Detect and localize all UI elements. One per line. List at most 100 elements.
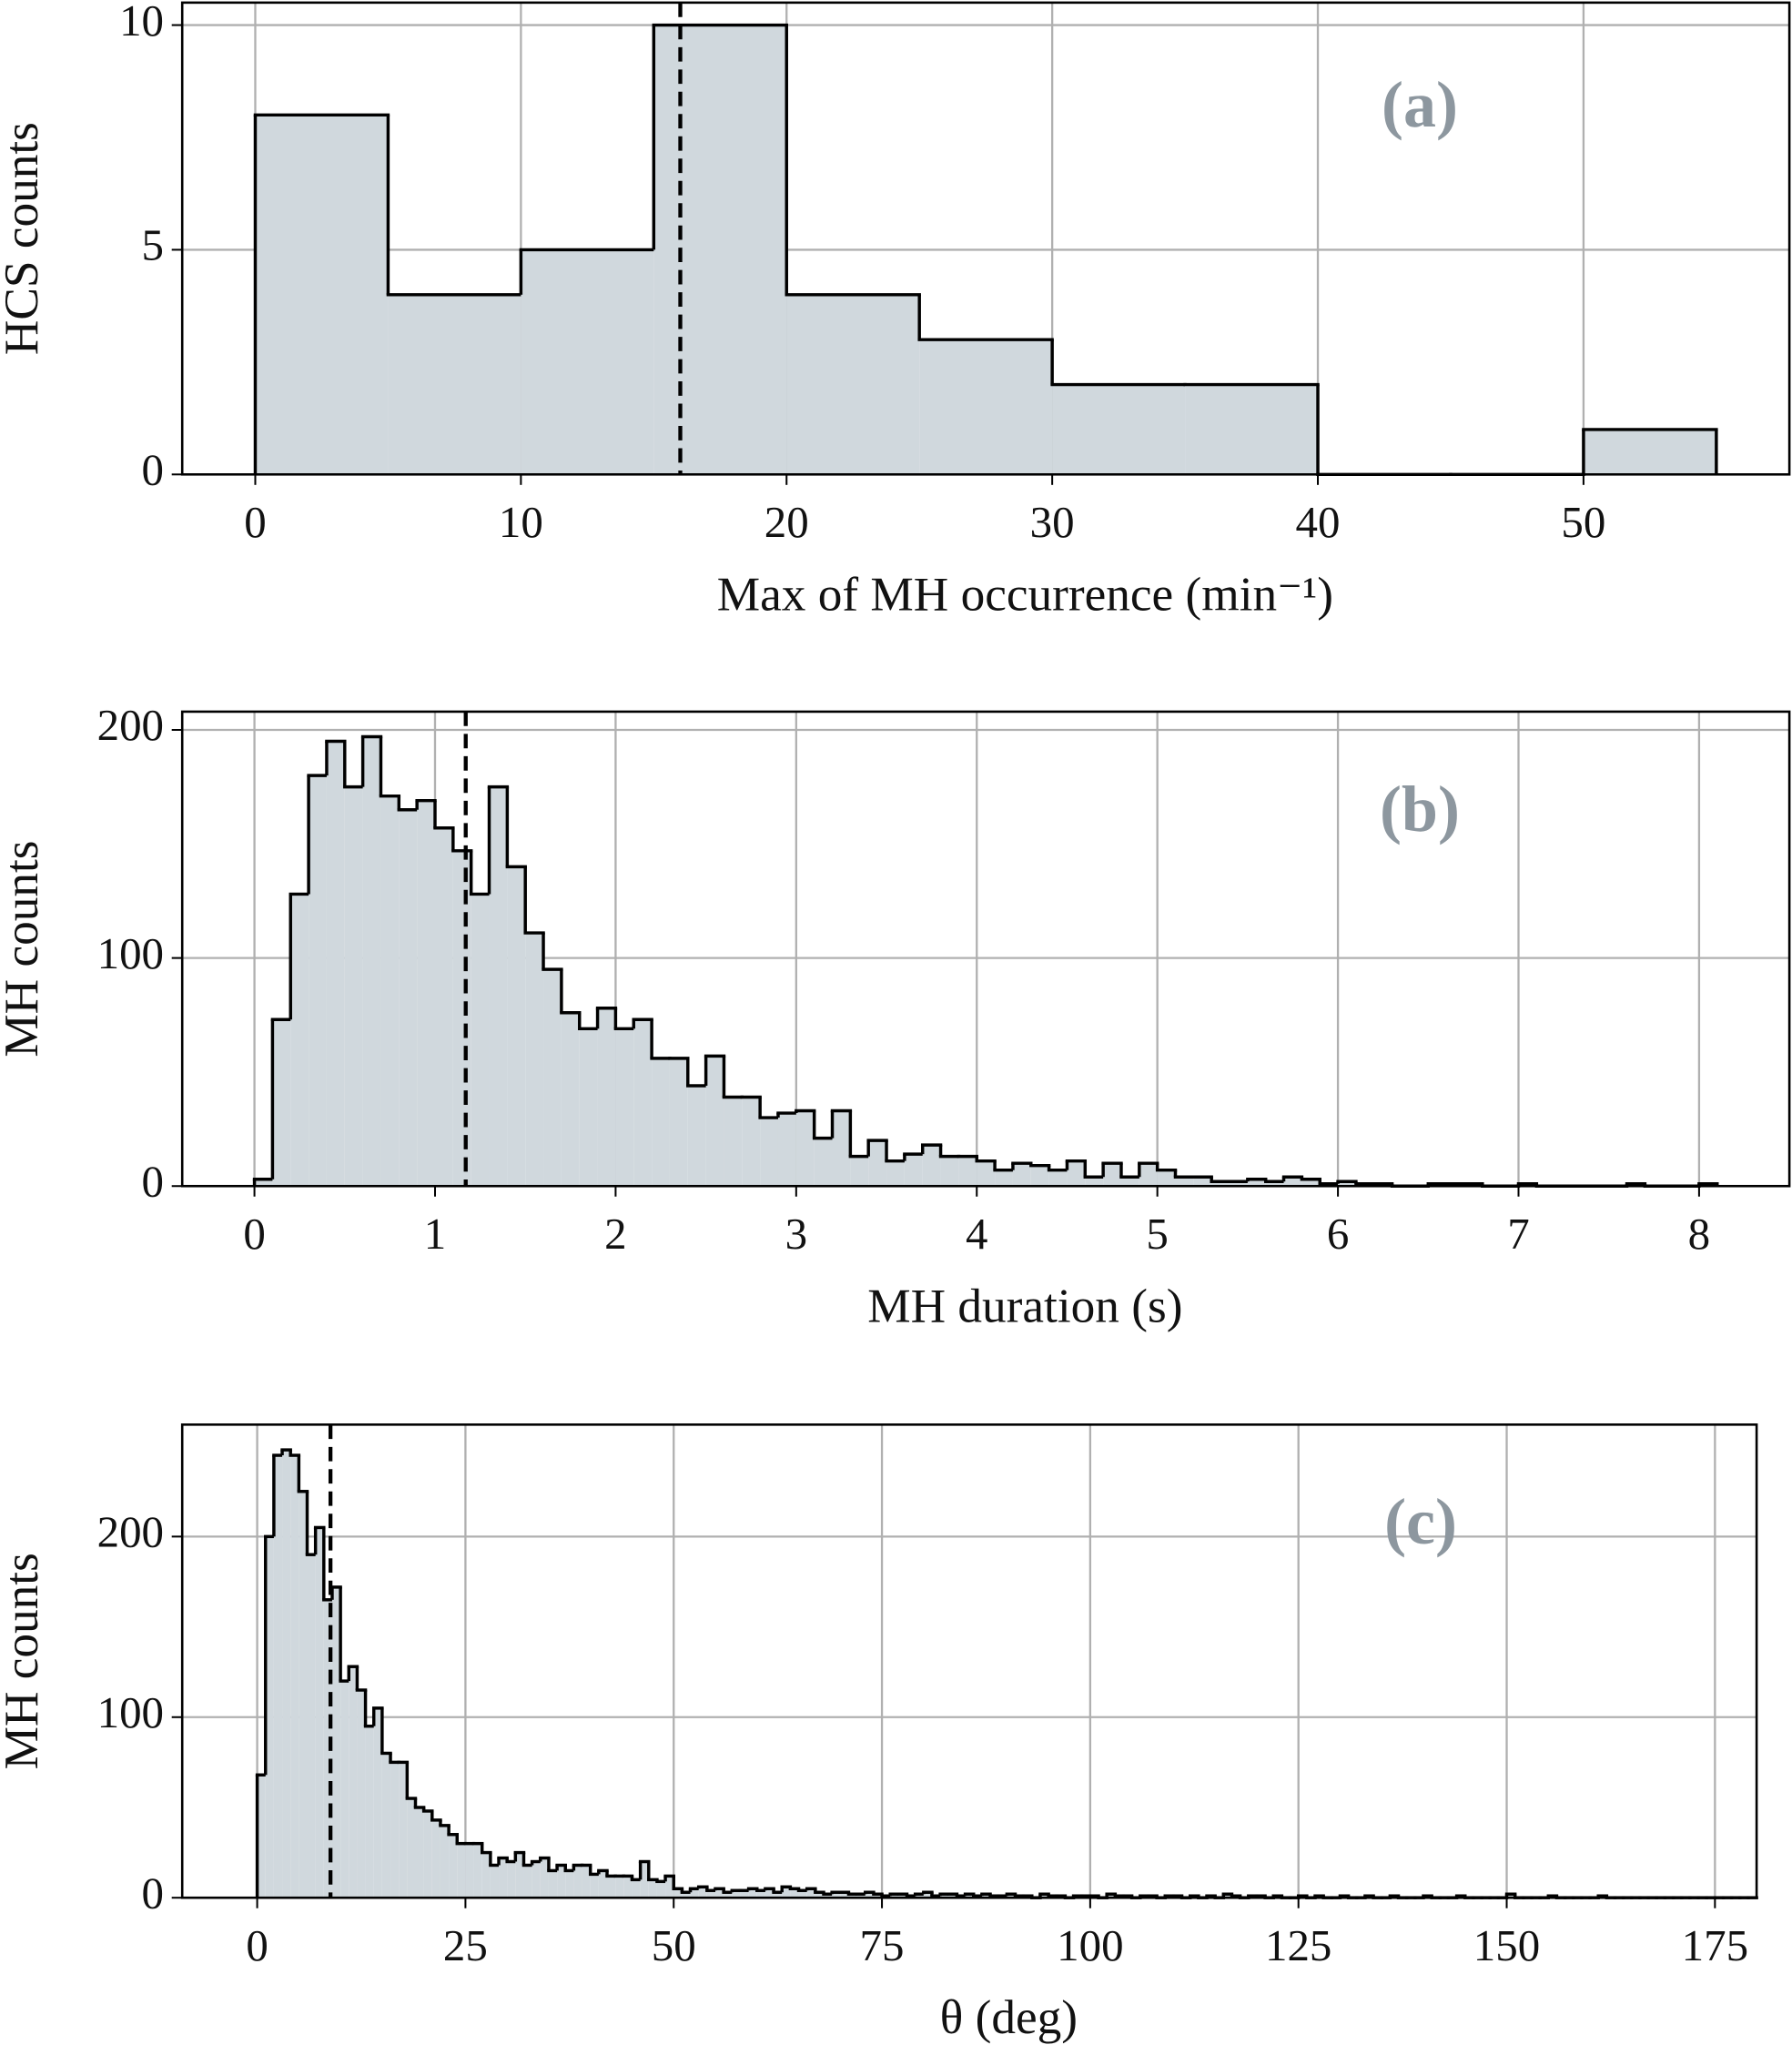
x-tick-label: 2 (604, 1209, 626, 1259)
bar (1139, 1163, 1158, 1187)
bar (523, 1865, 532, 1898)
bar (623, 1876, 633, 1898)
bar (431, 1819, 440, 1898)
bar (254, 1179, 273, 1187)
bar (632, 1879, 641, 1898)
panel-label: (c) (1384, 1485, 1457, 1558)
bar (290, 894, 309, 1187)
bar (919, 339, 1053, 475)
x-tick-label: 75 (860, 1920, 905, 1970)
bar (856, 1894, 866, 1898)
bar (923, 1892, 932, 1898)
bar (434, 827, 453, 1187)
bar (706, 1890, 715, 1898)
bar (540, 1858, 549, 1898)
bar (940, 1156, 959, 1187)
bar (473, 1843, 482, 1898)
bar (652, 1058, 670, 1187)
bar (1175, 1177, 1194, 1187)
bar (922, 1145, 941, 1187)
bar (840, 1892, 849, 1898)
bar (995, 1169, 1013, 1187)
bar (481, 1852, 491, 1898)
bar (349, 1666, 358, 1898)
x-tick-label: 1 (424, 1209, 446, 1259)
bar (507, 1861, 516, 1898)
bar (742, 1097, 761, 1187)
x-tick-label: 7 (1507, 1209, 1529, 1259)
y-axis-label: HCS counts (0, 122, 48, 355)
bar (1067, 1160, 1086, 1187)
bar (579, 1028, 598, 1187)
bar (388, 294, 521, 475)
bar (764, 1888, 775, 1898)
bar (525, 933, 544, 1187)
y-tick-label: 100 (97, 928, 164, 978)
plot-frame (180, 1, 1791, 476)
bar (362, 736, 381, 1187)
bar (273, 1455, 283, 1898)
bar (1157, 1169, 1176, 1187)
bar (714, 1888, 724, 1898)
bar (415, 1807, 424, 1898)
bar (532, 1861, 541, 1898)
bar (565, 1870, 574, 1898)
bar (981, 1894, 991, 1898)
bar (774, 1892, 783, 1898)
x-tick-label: 30 (1030, 497, 1075, 547)
bar (417, 800, 435, 1187)
bar (1247, 1179, 1266, 1187)
x-tick-label: 150 (1473, 1920, 1540, 1970)
bar (561, 1012, 580, 1187)
bar (282, 1450, 291, 1898)
bar (732, 1890, 741, 1898)
bar (904, 1154, 923, 1187)
panel-label: (a) (1382, 68, 1458, 141)
bar (1211, 1181, 1230, 1187)
bar (1085, 1177, 1104, 1187)
bar (915, 1894, 924, 1898)
bar (340, 1681, 349, 1898)
x-tick-label: 6 (1327, 1209, 1349, 1259)
bar (615, 1028, 634, 1187)
bar (777, 1113, 796, 1187)
bar (665, 1876, 674, 1898)
x-tick-label: 10 (499, 497, 543, 547)
bar (365, 1726, 374, 1898)
bar (573, 1865, 582, 1898)
bar (850, 1156, 869, 1187)
y-tick-label: 5 (142, 220, 164, 270)
bar (748, 1888, 757, 1898)
bar (698, 1887, 707, 1898)
bar (1506, 1894, 1515, 1898)
bar (977, 1160, 996, 1187)
bar (582, 1865, 591, 1898)
bar (790, 1888, 799, 1898)
bar (1120, 1177, 1139, 1187)
bar (795, 1110, 815, 1187)
bar (669, 1058, 688, 1187)
bar (798, 1890, 807, 1898)
x-tick-label: 3 (785, 1209, 807, 1259)
bar (1052, 384, 1186, 475)
bar (653, 25, 787, 475)
bar (848, 1894, 857, 1898)
bar (705, 1056, 724, 1187)
y-axis-label: MH counts (0, 841, 48, 1058)
bar (958, 1156, 977, 1187)
bar (255, 115, 389, 475)
bar (598, 1870, 608, 1898)
bar (965, 1894, 974, 1898)
bar (633, 1019, 653, 1187)
y-tick-label: 0 (142, 1156, 164, 1206)
x-tick-label: 4 (966, 1209, 987, 1259)
bar (806, 1888, 815, 1898)
bar (465, 1843, 474, 1898)
bar (597, 1007, 616, 1187)
plot-frame (180, 1423, 1758, 1899)
bar (640, 1861, 649, 1898)
bar (440, 1825, 450, 1898)
bar (940, 1894, 949, 1898)
bar (1048, 1169, 1068, 1187)
